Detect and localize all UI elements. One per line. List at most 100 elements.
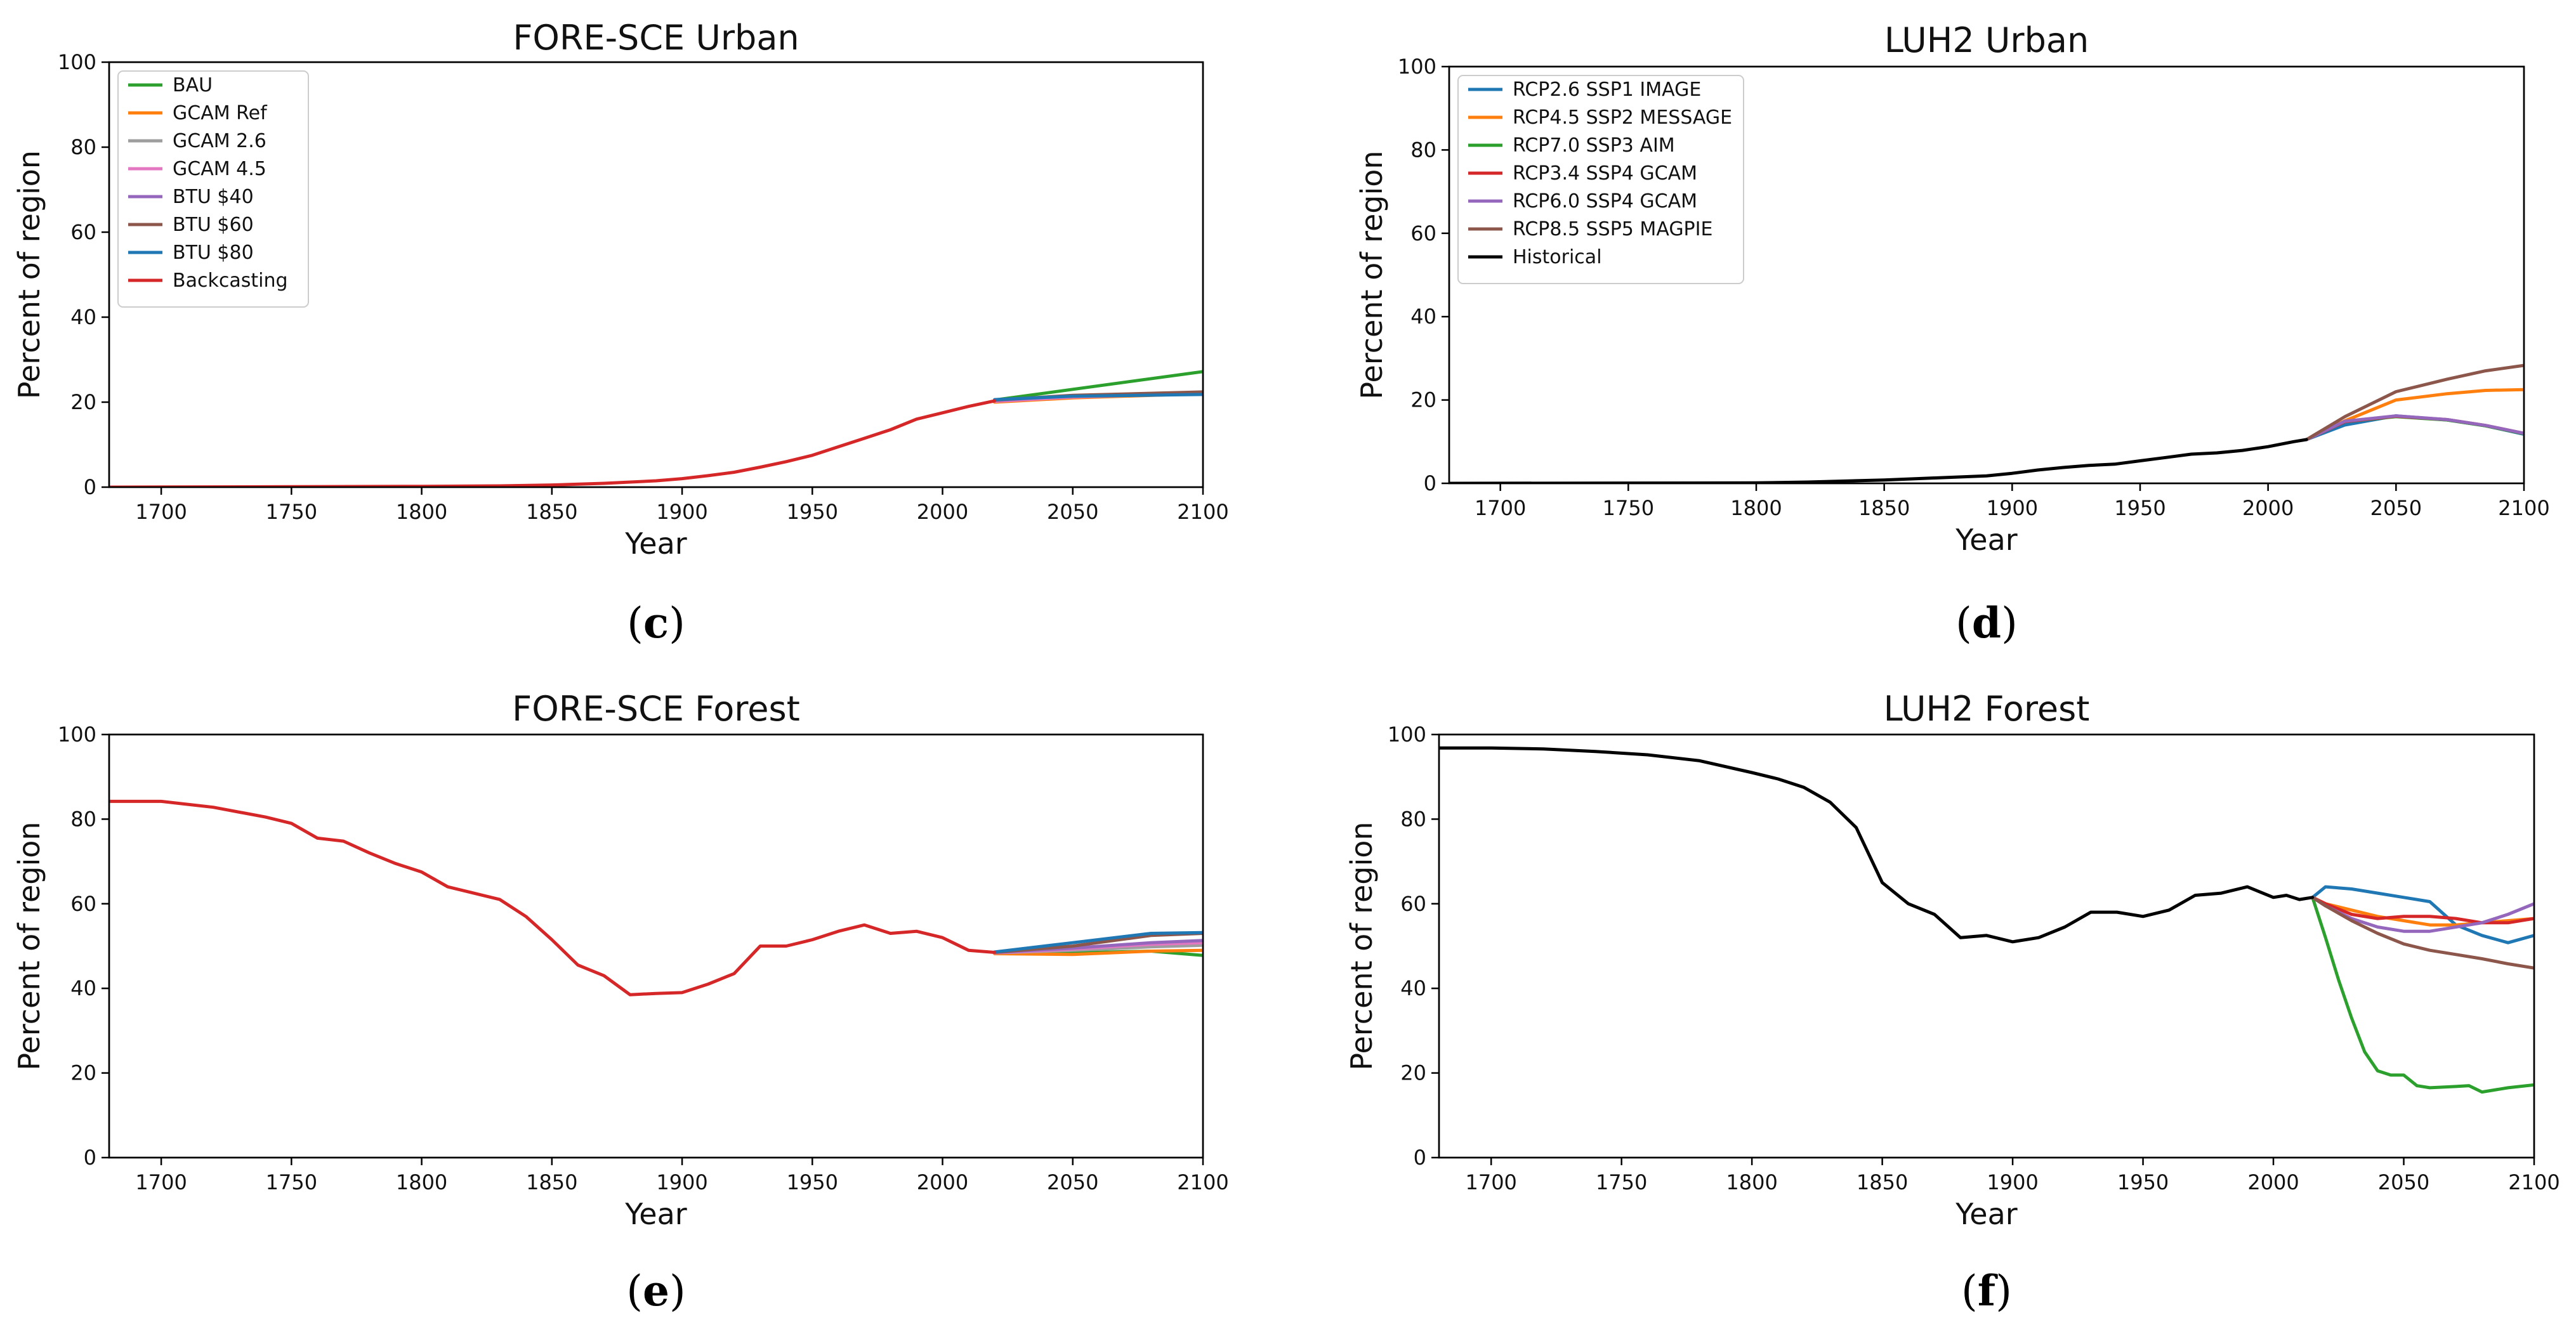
series-line-gcam-ref	[993, 948, 1203, 957]
series-line-backcasting	[109, 799, 997, 996]
legend-label: RCP6.0 SSP4 GCAM	[1513, 190, 1697, 212]
series-line-rcp7-0-ssp3-aim	[2311, 896, 2534, 1094]
legend-label: BAU	[173, 74, 213, 96]
series-group	[1449, 363, 2524, 483]
panel-caption: (c)	[627, 598, 685, 648]
legend-label: Backcasting	[173, 270, 288, 292]
x-tick-label: 2100	[2508, 1170, 2560, 1194]
y-axis-label: Percent of region	[1344, 821, 1379, 1070]
x-tick-label: 1700	[1465, 1170, 1516, 1194]
x-tick-label: 2050	[1047, 1170, 1098, 1194]
panel-caption: (e)	[626, 1266, 686, 1316]
x-axis-label: Year	[624, 526, 687, 561]
x-tick-label: 2050	[2378, 1170, 2429, 1194]
x-tick-label: 2000	[917, 1170, 968, 1194]
chart-title-d: LUH2 Urban	[1884, 20, 2089, 60]
legend-label: RCP3.4 SSP4 GCAM	[1513, 162, 1697, 185]
x-tick-label: 1950	[2117, 1170, 2169, 1194]
series-line-bau	[993, 370, 1203, 402]
x-tick-label: 1800	[1730, 496, 1782, 520]
chart-title-c: FORE-SCE Urban	[513, 18, 799, 58]
x-tick-label: 1750	[1603, 496, 1654, 520]
y-axis-label: Percent of region	[1355, 150, 1389, 399]
series-line-rcp6-0-ssp4-gcam	[2304, 414, 2524, 441]
y-tick-label: 100	[1388, 722, 1426, 747]
y-tick-label: 80	[1410, 138, 1436, 162]
x-tick-label: 2050	[2370, 496, 2422, 520]
legend-box	[117, 70, 309, 308]
x-axis-label: Year	[1955, 1197, 2017, 1231]
y-tick-label: 60	[1410, 221, 1436, 245]
y-axis-label: Percent of region	[12, 150, 46, 399]
x-tick-label: 1950	[787, 500, 838, 524]
panel-e: FORE-SCE Forest 1700 1750 1800 1850 1900 1950 2…	[12, 689, 1229, 1316]
series-line-btu-80	[993, 393, 1203, 402]
y-tick-label: 20	[1410, 388, 1436, 412]
series-group	[109, 370, 1203, 487]
plot-frame	[1438, 733, 2535, 1159]
plot-frame	[108, 733, 1204, 1159]
series-line-rcp2-6-ssp1-image	[2311, 885, 2534, 944]
series-line-rcp8-5-ssp5-magpie	[2311, 896, 2534, 970]
x-tick-label: 1700	[135, 500, 187, 524]
legend-label: RCP4.5 SSP2 MESSAGE	[1513, 107, 1732, 129]
x-tick-label: 2100	[1177, 1170, 1228, 1194]
y-tick-label: 60	[70, 892, 96, 916]
legend-label: RCP8.5 SSP5 MAGPIE	[1513, 218, 1712, 240]
x-tick-label: 2100	[1177, 500, 1228, 524]
legend-label: RCP7.0 SSP3 AIM	[1513, 134, 1675, 157]
y-tick-label: 0	[84, 1146, 96, 1170]
legend-label: GCAM Ref	[173, 102, 268, 124]
panel-d: LUH2 Urban 1700 1750 1800 1850 1900 1950 2000 20…	[1355, 20, 2550, 648]
x-tick-label: 2000	[2247, 1170, 2299, 1194]
y-tick-label: 40	[70, 305, 96, 329]
plot-frame	[1448, 65, 2525, 485]
y-tick-label: 40	[70, 976, 96, 1000]
x-tick-label: 2000	[917, 500, 968, 524]
legend-label: RCP2.6 SSP1 IMAGE	[1513, 79, 1701, 101]
panel-c: FORE-SCE Urban 1700 1750 1800 1850 1900 1950 20…	[12, 18, 1229, 648]
series-line-rcp8-5-ssp5-magpie	[2304, 363, 2524, 441]
y-tick-label: 0	[1424, 471, 1436, 495]
x-tick-label: 1850	[526, 500, 577, 524]
series-group	[1439, 746, 2534, 1094]
x-tick-label: 1950	[2114, 496, 2165, 520]
plot-area-e	[108, 733, 1204, 1159]
legend-box	[1457, 75, 1744, 284]
x-tick-label: 1800	[396, 1170, 447, 1194]
series-line-backcasting	[109, 399, 997, 487]
legend-label: GCAM 4.5	[173, 158, 266, 180]
y-tick-label: 80	[1400, 807, 1426, 831]
x-tick-label: 2100	[2498, 496, 2549, 520]
x-tick-label: 1900	[656, 1170, 707, 1194]
series-group	[109, 799, 1203, 996]
plot-frame	[108, 61, 1204, 488]
x-tick-label: 1950	[787, 1170, 838, 1194]
y-tick-label: 0	[84, 475, 96, 499]
y-tick-label: 60	[1400, 892, 1426, 916]
x-axis-label: Year	[624, 1197, 687, 1231]
series-line-btu-80	[993, 931, 1203, 954]
plot-area-f	[1438, 733, 2535, 1159]
x-tick-label: 2050	[1047, 500, 1098, 524]
chart-title-e: FORE-SCE Forest	[512, 689, 800, 729]
y-tick-label: 0	[1414, 1146, 1426, 1170]
x-tick-label: 1700	[135, 1170, 187, 1194]
legend-label: BTU $40	[173, 186, 254, 208]
y-tick-label: 100	[1398, 55, 1436, 79]
x-tick-label: 1900	[1987, 496, 2038, 520]
y-axis-label: Percent of region	[12, 821, 46, 1070]
x-tick-label: 1700	[1475, 496, 1526, 520]
y-tick-label: 20	[70, 390, 96, 414]
y-tick-label: 100	[58, 50, 96, 74]
legend-label: GCAM 2.6	[173, 130, 266, 152]
x-tick-label: 1800	[1726, 1170, 1777, 1194]
y-tick-label: 100	[58, 722, 96, 747]
panel-caption: (d)	[1955, 598, 2018, 648]
y-tick-label: 80	[70, 807, 96, 831]
x-tick-label: 1900	[656, 500, 707, 524]
x-tick-label: 1800	[396, 500, 447, 524]
legend-label: BTU $60	[173, 214, 254, 236]
x-tick-label: 1750	[1596, 1170, 1647, 1194]
